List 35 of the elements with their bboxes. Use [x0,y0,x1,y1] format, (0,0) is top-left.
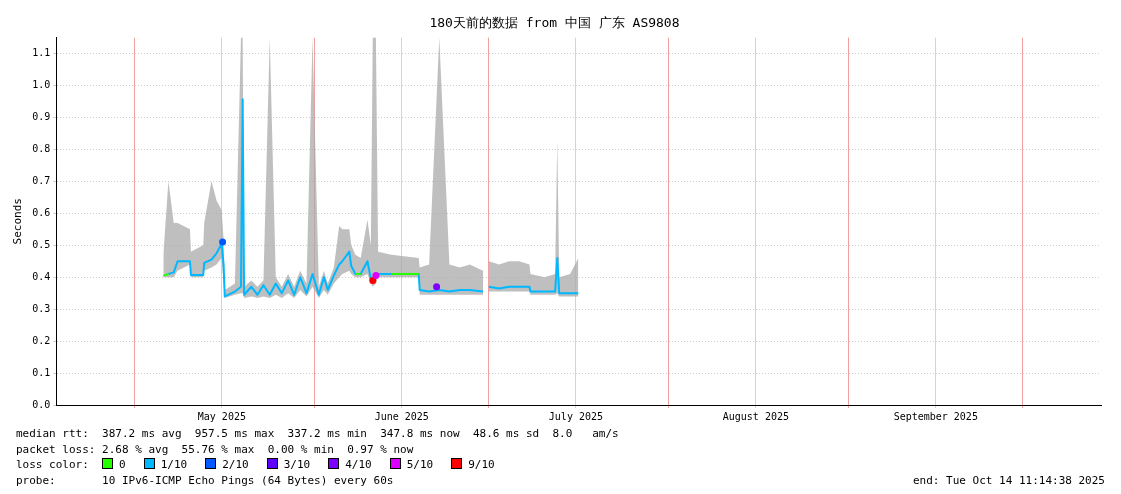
y-tick-label: 0.3 [32,302,51,314]
y-tick-label: 0.9 [32,111,51,123]
y-tick-label: 0.8 [32,143,51,155]
x-tick-label: August 2025 [722,410,789,422]
point [219,238,227,246]
x-tick-label: July 2025 [548,410,604,422]
y-tick-label: 0.4 [32,270,51,282]
text: median rtt: 387.2 ms avg 957.5 ms max 337.2 ms min 347.8 ms now 48.6 ms sd 8.0 am/s [16,426,620,442]
y-tick-label: 0.0 [32,398,51,410]
point [372,272,380,280]
text: probe: 10 IPv6-ICMP Echo Pings (64 Bytes) every 60s [16,472,394,488]
chart-title: 180天前的数据 from 中国 广东 AS9808 [429,15,680,31]
text: packet loss: 2.68 % avg 55.76 % max 0.00 % min 0.97 % now [16,441,415,457]
y-tick-label: 1.1 [32,47,51,59]
y-tick-label: 0.5 [32,238,51,250]
x-tick-label: May 2025 [197,410,246,422]
x-tick-label: June 2025 [374,410,429,422]
text: end: Tue Oct 14 11:14:38 2025 [912,472,1105,488]
y-tick-label: 1.0 [32,79,51,91]
legend-label: 4/10 [345,458,372,471]
legend-label: 9/10 [468,458,495,471]
legend-label: 0 [119,458,126,471]
x-tick-label: September 2025 [893,410,978,422]
legend-label: 2/10 [222,458,249,471]
y-tick-label: 0.7 [32,174,51,186]
y-tick-label: 0.1 [32,366,51,378]
y-tick-label: 0.2 [32,334,51,346]
legend-title: loss color: [16,458,90,471]
y-tick-label: 0.6 [32,206,51,218]
y-axis-title: Seconds [11,198,25,245]
point [369,276,377,284]
legend-label: 1/10 [160,458,188,471]
legend-label: 3/10 [283,458,311,471]
legend-label: 5/10 [406,458,434,471]
point [433,283,441,291]
